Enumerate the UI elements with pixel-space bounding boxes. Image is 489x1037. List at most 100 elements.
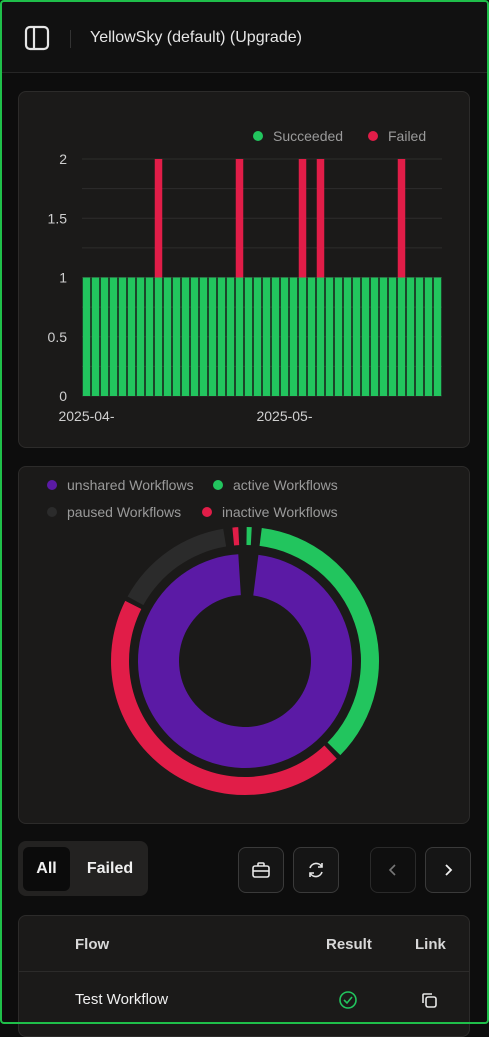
chevron-left-icon bbox=[388, 864, 396, 876]
bar-succeeded[interactable] bbox=[181, 277, 190, 397]
bar-succeeded[interactable] bbox=[361, 277, 370, 397]
y-tick-label: 0.5 bbox=[48, 329, 68, 345]
bar-succeeded[interactable] bbox=[262, 277, 271, 397]
bar-succeeded[interactable] bbox=[145, 277, 154, 397]
bar-succeeded[interactable] bbox=[217, 277, 226, 397]
bar-succeeded[interactable] bbox=[298, 277, 307, 397]
bar-failed[interactable] bbox=[154, 159, 163, 278]
x-tick-label: 2025-04- bbox=[58, 408, 114, 424]
bar-succeeded[interactable] bbox=[280, 277, 289, 397]
y-tick-label: 1.5 bbox=[48, 210, 68, 226]
legend-unshared[interactable]: unshared Workflows bbox=[47, 477, 194, 493]
workflow-donut-card: unshared Workflows active Workflows paus… bbox=[18, 466, 470, 824]
row-flow-name[interactable]: Test Workflow bbox=[75, 991, 169, 1008]
y-tick-label: 1 bbox=[59, 270, 67, 286]
y-tick-label: 0 bbox=[59, 388, 67, 404]
slice-paused-workflows[interactable] bbox=[127, 528, 227, 606]
runs-chart-card: Succeeded Failed 0 0.5 1 1.5 2 2025-04- 2025-0… bbox=[18, 91, 470, 448]
next-page-button[interactable] bbox=[425, 847, 471, 893]
column-header-result[interactable]: Result bbox=[326, 936, 372, 953]
top-bar: YellowSky (default) (Upgrade) bbox=[2, 2, 487, 73]
bar-succeeded[interactable] bbox=[109, 277, 118, 397]
bar-succeeded[interactable] bbox=[343, 277, 352, 397]
bar-succeeded[interactable] bbox=[253, 277, 262, 397]
bar-succeeded[interactable] bbox=[325, 277, 334, 397]
bar-succeeded[interactable] bbox=[199, 277, 208, 397]
slice-unshared-workflows[interactable] bbox=[138, 554, 352, 768]
failed-dot-icon bbox=[368, 131, 378, 141]
bar-succeeded[interactable] bbox=[289, 277, 298, 397]
column-header-flow[interactable]: Flow bbox=[75, 936, 110, 953]
bar-succeeded[interactable] bbox=[271, 277, 280, 397]
bar-succeeded[interactable] bbox=[307, 277, 316, 397]
sidebar-toggle-button[interactable] bbox=[24, 25, 50, 51]
legend-paused-label: paused Workflows bbox=[67, 504, 182, 520]
legend-active-label: active Workflows bbox=[233, 477, 338, 493]
legend-succeeded[interactable]: Succeeded bbox=[253, 128, 343, 144]
slice-active-marker[interactable] bbox=[246, 527, 252, 546]
runs-bar-chart: 0 0.5 1 1.5 2 2025-04- 2025-05- bbox=[48, 151, 442, 424]
legend-succeeded-label: Succeeded bbox=[273, 128, 344, 144]
bar-succeeded[interactable] bbox=[388, 277, 397, 397]
briefcase-icon bbox=[252, 862, 270, 878]
bar-succeeded[interactable] bbox=[208, 277, 217, 397]
bar-succeeded[interactable] bbox=[424, 277, 433, 397]
bar-failed[interactable] bbox=[316, 159, 325, 278]
runs-table: Flow Result Link Test Workflow bbox=[18, 915, 470, 1037]
chevron-right-icon bbox=[445, 864, 453, 876]
slice-inactive-workflows[interactable] bbox=[111, 600, 337, 795]
bar-succeeded[interactable] bbox=[370, 277, 379, 397]
bar-succeeded[interactable] bbox=[244, 277, 253, 397]
legend-unshared-label: unshared Workflows bbox=[67, 477, 194, 493]
bar-failed[interactable] bbox=[397, 159, 406, 278]
y-tick-label: 2 bbox=[59, 151, 67, 167]
bar-succeeded[interactable] bbox=[100, 277, 109, 397]
briefcase-button[interactable] bbox=[238, 847, 284, 893]
refresh-button[interactable] bbox=[293, 847, 339, 893]
sidebar-panel-icon bbox=[24, 25, 50, 51]
legend-inactive[interactable]: inactive Workflows bbox=[202, 504, 338, 520]
inactive-dot-icon bbox=[202, 507, 212, 517]
legend-paused[interactable]: paused Workflows bbox=[47, 504, 181, 520]
bar-succeeded[interactable] bbox=[163, 277, 172, 397]
refresh-icon bbox=[309, 862, 323, 878]
bar-succeeded[interactable] bbox=[127, 277, 136, 397]
bar-failed[interactable] bbox=[298, 159, 307, 278]
succeeded-dot-icon bbox=[253, 131, 263, 141]
slice-active-workflows[interactable] bbox=[259, 528, 379, 756]
filter-all-button[interactable]: All bbox=[23, 847, 70, 891]
column-header-link[interactable]: Link bbox=[415, 936, 446, 953]
bar-succeeded[interactable] bbox=[226, 277, 235, 397]
bar-succeeded[interactable] bbox=[352, 277, 361, 397]
copy-icon[interactable] bbox=[419, 990, 439, 1015]
bar-succeeded[interactable] bbox=[136, 277, 145, 397]
bar-succeeded[interactable] bbox=[190, 277, 199, 397]
slice-inactive-marker[interactable] bbox=[232, 527, 240, 546]
bar-succeeded[interactable] bbox=[433, 277, 442, 397]
bar-succeeded[interactable] bbox=[82, 277, 91, 397]
bar-succeeded[interactable] bbox=[379, 277, 388, 397]
unshared-dot-icon bbox=[47, 480, 57, 490]
legend-inactive-label: inactive Workflows bbox=[222, 504, 338, 520]
bar-failed[interactable] bbox=[235, 159, 244, 278]
bar-succeeded[interactable] bbox=[334, 277, 343, 397]
previous-page-button[interactable] bbox=[370, 847, 416, 893]
bar-succeeded[interactable] bbox=[406, 277, 415, 397]
legend-active[interactable]: active Workflows bbox=[213, 477, 338, 493]
bar-succeeded[interactable] bbox=[397, 277, 406, 397]
bar-succeeded[interactable] bbox=[118, 277, 127, 397]
filter-failed-button[interactable]: Failed bbox=[86, 860, 134, 877]
active-dot-icon bbox=[213, 480, 223, 490]
workspace-title[interactable]: YellowSky (default) (Upgrade) bbox=[90, 29, 302, 46]
bar-succeeded[interactable] bbox=[154, 277, 163, 397]
filter-segmented-control: All Failed bbox=[18, 841, 148, 896]
legend-failed[interactable]: Failed bbox=[368, 128, 426, 144]
bar-succeeded[interactable] bbox=[91, 277, 100, 397]
toolbar-separator bbox=[70, 30, 71, 48]
bar-succeeded[interactable] bbox=[316, 277, 325, 397]
bar-succeeded[interactable] bbox=[235, 277, 244, 397]
success-check-icon bbox=[338, 990, 358, 1015]
bar-succeeded[interactable] bbox=[415, 277, 424, 397]
bar-succeeded[interactable] bbox=[172, 277, 181, 397]
paused-dot-icon bbox=[47, 507, 57, 517]
